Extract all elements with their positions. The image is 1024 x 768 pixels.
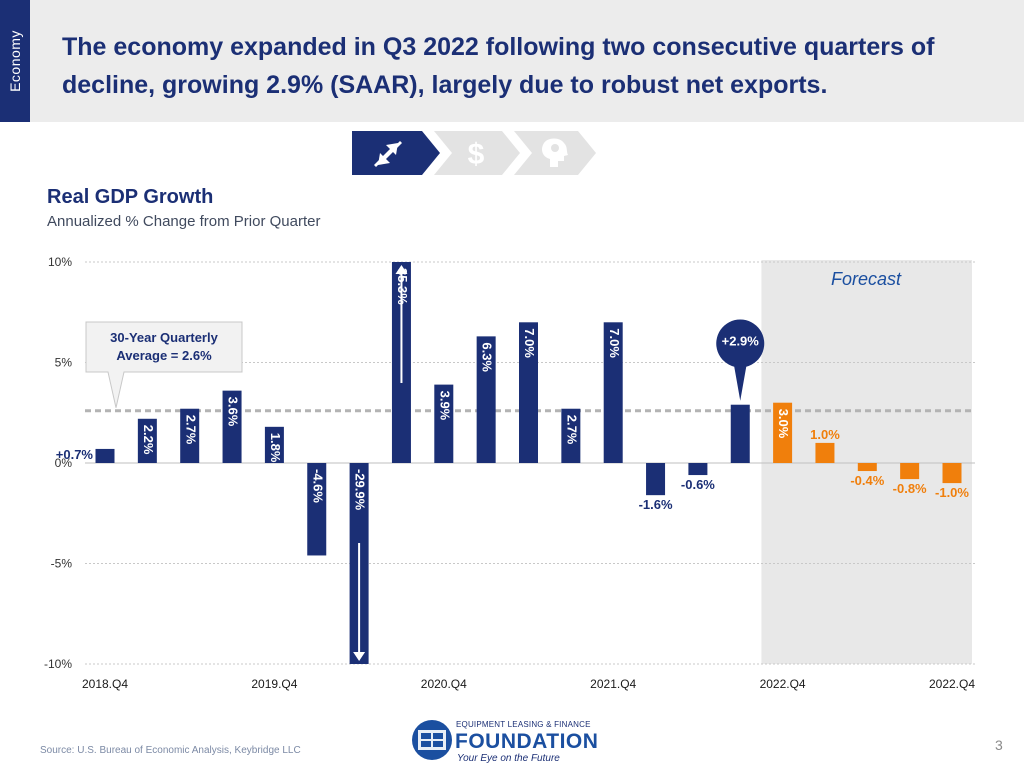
highlight-marker: +2.9% xyxy=(716,319,765,401)
y-tick-label: 10% xyxy=(48,255,72,269)
trending-arrows-icon xyxy=(374,141,402,167)
bar xyxy=(519,322,538,463)
bar-label: 7.0% xyxy=(522,328,537,358)
bar-label: 1.0% xyxy=(810,427,840,442)
bar-label: 1.8% xyxy=(268,433,283,463)
y-tick-label: -10% xyxy=(44,657,72,671)
bar xyxy=(942,463,962,484)
x-tick-label: 2021.Q4 xyxy=(590,677,636,691)
bar xyxy=(900,463,920,480)
head-gear-icon xyxy=(542,138,568,167)
page-number: 3 xyxy=(995,737,1003,753)
bar-label: 2.2% xyxy=(141,425,156,455)
bar-label: -0.4% xyxy=(850,473,884,488)
bar xyxy=(264,426,284,463)
average-callout-box xyxy=(85,321,243,408)
header-band: Economy The economy expanded in Q3 2022 … xyxy=(0,0,1024,122)
bar-label: -1.6% xyxy=(639,497,673,512)
bar xyxy=(773,402,793,463)
clip-arrow-head xyxy=(395,265,408,274)
bar-label: -1.0% xyxy=(935,485,969,500)
bar-label: +0.7% xyxy=(56,447,94,462)
bar-label: 3.6% xyxy=(226,397,241,427)
gdp-chart: Forecast 10% 5% 0% -5% -10% +0.7% 2.2% 2.7% 3.6… xyxy=(44,255,975,691)
bar-label: 2.7% xyxy=(564,415,579,445)
highlight-label: +2.9% xyxy=(722,334,760,349)
forecast-region xyxy=(761,260,972,664)
bar-label: -0.8% xyxy=(893,481,927,496)
globe-icon xyxy=(412,720,452,760)
bar xyxy=(476,336,496,463)
bar xyxy=(688,463,708,476)
source-note: Source: U.S. Bureau of Economic Analysis… xyxy=(40,745,301,756)
page-headline: The economy expanded in Q3 2022 followin… xyxy=(62,33,935,99)
x-tick-label: 2019.Q4 xyxy=(251,677,297,691)
bar-label: -4.6% xyxy=(310,469,325,503)
bar xyxy=(730,404,750,463)
y-tick-label: 5% xyxy=(55,356,73,370)
bar xyxy=(434,384,454,463)
x-axis-ticks: 2018.Q4 2019.Q4 2020.Q4 2021.Q4 2022.Q4 2022.… xyxy=(82,677,975,691)
step-growth[interactable] xyxy=(352,131,440,175)
average-callout: 30-Year Quarterly Average = 2.6% xyxy=(85,321,243,408)
bar xyxy=(307,463,327,556)
bar xyxy=(646,463,666,496)
bar-label: 3.9% xyxy=(437,391,452,421)
section-steps: $ xyxy=(352,131,596,175)
y-tick-label: -5% xyxy=(51,557,73,571)
section-tab[interactable]: Economy xyxy=(0,0,30,122)
y-tick-label: 0% xyxy=(55,456,73,470)
section-tab-label: Economy xyxy=(7,30,23,92)
bar-label: 2.7% xyxy=(183,415,198,445)
bar xyxy=(180,408,200,463)
x-tick-label: 2018.Q4 xyxy=(82,677,128,691)
bar-label: 7.0% xyxy=(607,328,622,358)
clip-arrow-head xyxy=(353,652,366,661)
x-tick-label: 2022.Q4 xyxy=(929,677,975,691)
bar-label: 6.3% xyxy=(480,342,495,372)
foundation-logo[interactable]: EQUIPMENT LEASING & FINANCE FOUNDATION Y… xyxy=(410,714,610,766)
bar-label: -29.9% xyxy=(353,469,368,511)
average-callout-line2: Average = 2.6% xyxy=(116,348,212,363)
step-sentiment[interactable] xyxy=(514,131,596,175)
logo-wordmark: FOUNDATION xyxy=(455,730,599,753)
bar xyxy=(857,463,877,472)
dollar-icon: $ xyxy=(468,138,485,171)
forecast-label: Forecast xyxy=(831,269,902,289)
chart-title: Real GDP Growth xyxy=(47,186,214,208)
bar-label: 3.0% xyxy=(776,409,791,439)
average-callout-line1: 30-Year Quarterly xyxy=(110,330,218,345)
highlight-pin xyxy=(716,319,765,401)
chart-subtitle: Annualized % Change from Prior Quarter xyxy=(47,213,321,230)
bar xyxy=(95,448,115,463)
y-axis-ticks: 10% 5% 0% -5% -10% xyxy=(44,255,72,671)
logo-tagline: Your Eye on the Future xyxy=(457,753,560,764)
bar xyxy=(137,418,157,463)
x-tick-label: 2022.Q4 xyxy=(760,677,806,691)
bar-label: 35.3% xyxy=(395,268,410,305)
bar-labels: +0.7% 2.2% 2.7% 3.6% 1.8% -4.6% -29.9% 35.3% 3.9… xyxy=(56,268,970,512)
bar xyxy=(815,442,835,463)
bar-label: -0.6% xyxy=(681,477,715,492)
bar xyxy=(603,322,623,463)
step-finance[interactable]: $ xyxy=(434,131,520,175)
clipped-bar-arrows xyxy=(353,265,408,661)
bars xyxy=(95,262,962,664)
logo-top-line: EQUIPMENT LEASING & FINANCE xyxy=(456,720,591,729)
bar xyxy=(222,390,242,463)
bar xyxy=(561,408,581,463)
x-tick-label: 2020.Q4 xyxy=(421,677,467,691)
